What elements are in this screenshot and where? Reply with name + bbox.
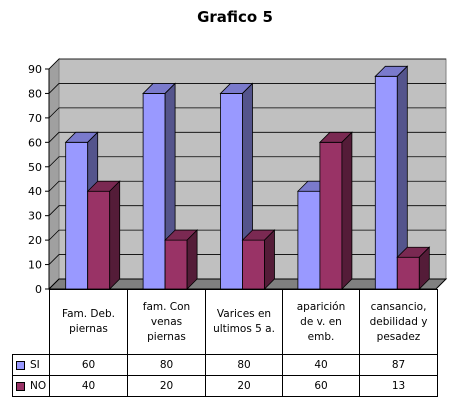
data-table: Fam. Deb. piernas fam. Con venas piernas Vari… — [12, 289, 438, 397]
legend-key-si: SI — [12, 354, 50, 376]
series-row-si: SI 60 80 80 40 87 — [12, 354, 438, 376]
category-row: Fam. Deb. piernas fam. Con venas piernas Vari… — [12, 289, 438, 355]
bar-no-side — [264, 229, 275, 290]
bar-no-front — [319, 141, 343, 290]
data-value: 20 — [205, 375, 283, 397]
data-value: 40 — [49, 375, 128, 397]
data-value: 60 — [49, 354, 128, 376]
data-value: 80 — [205, 354, 283, 376]
table-corner — [12, 289, 50, 355]
bar-si-front — [65, 141, 89, 290]
legend-key-no: NO — [12, 375, 50, 397]
y-tick-label: 50 — [28, 161, 42, 174]
y-tick-label: 90 — [28, 63, 42, 76]
bar-si-front — [297, 190, 321, 290]
bar-no-side — [341, 131, 353, 290]
bar-no-front — [87, 190, 111, 290]
gridline — [48, 83, 446, 94]
data-value: 60 — [282, 375, 360, 397]
category-label: aparición de v. en emb. — [282, 289, 360, 355]
bar-no-front — [396, 256, 420, 290]
data-value: 80 — [127, 354, 206, 376]
y-tick-label: 60 — [28, 136, 42, 149]
y-tick-label: 30 — [28, 210, 42, 223]
series-row-no: NO 40 20 20 60 13 — [12, 375, 438, 397]
bar-si-front — [142, 93, 166, 290]
y-tick-label: 40 — [28, 185, 42, 198]
legend-swatch — [16, 360, 25, 370]
bar-no-side — [109, 180, 121, 290]
gridline — [48, 131, 446, 143]
gridline — [48, 58, 446, 70]
bar-no-side — [418, 246, 430, 290]
bar-no-front — [242, 239, 265, 290]
bar-si-front — [220, 93, 243, 290]
gridline — [48, 156, 446, 168]
bar-si-front — [374, 75, 398, 290]
gridline — [48, 107, 446, 119]
category-label: cansancio, debilidad y pesadez — [359, 289, 438, 355]
category-label: fam. Con venas piernas — [127, 289, 206, 355]
plot-side-wall — [48, 57, 60, 291]
y-tick-label: 10 — [28, 259, 42, 272]
data-value: 40 — [282, 354, 360, 376]
category-label: Fam. Deb. piernas — [49, 289, 128, 355]
data-value: 13 — [359, 375, 438, 397]
y-tick-label: 70 — [28, 112, 42, 125]
bar-no-side — [186, 229, 198, 290]
data-value: 87 — [359, 354, 438, 376]
legend-swatch — [16, 381, 25, 391]
data-value: 20 — [127, 375, 206, 397]
y-tick-label: 20 — [28, 234, 42, 247]
bar-no-front — [164, 239, 188, 290]
y-tick-label: 80 — [28, 87, 42, 100]
chart-title: Grafico 5 — [197, 8, 273, 26]
category-label: Varices en ultimos 5 a. — [205, 289, 283, 355]
